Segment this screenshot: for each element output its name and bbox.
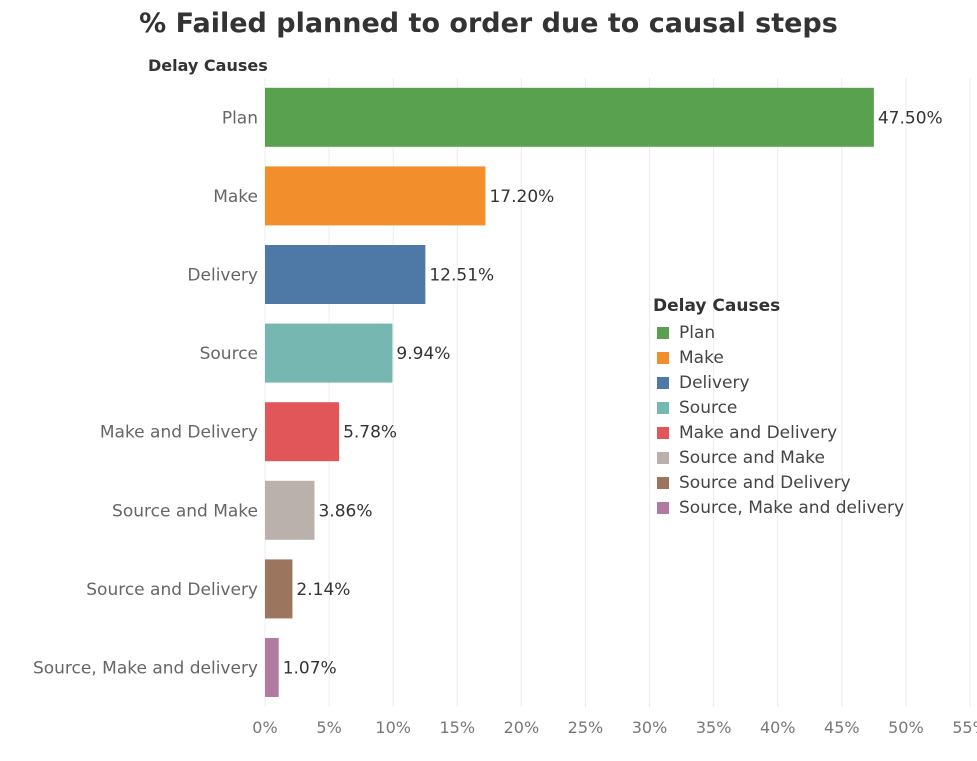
category-label-0: Plan: [222, 108, 258, 128]
x-tick-label-3: 15%: [439, 718, 475, 737]
category-label-5: Source and Make: [112, 501, 258, 521]
legend-item-1: Make: [653, 345, 904, 370]
bar-2: [265, 245, 426, 304]
value-label-4: 5.78%: [343, 423, 397, 443]
legend-item-4: Make and Delivery: [653, 420, 904, 445]
legend-label-0: Plan: [679, 322, 716, 343]
x-tick-label-0: 0%: [252, 718, 277, 737]
bar-4: [265, 402, 340, 462]
bar-7: [265, 638, 279, 697]
value-label-5: 3.86%: [318, 501, 372, 521]
legend-item-2: Delivery: [653, 370, 904, 395]
x-tick-label-5: 25%: [568, 718, 604, 737]
legend-label-2: Delivery: [679, 372, 750, 393]
bar-5: [265, 480, 315, 540]
x-tick-label-8: 40%: [760, 718, 796, 737]
category-label-4: Make and Delivery: [100, 423, 258, 443]
legend-title: Delay Causes: [653, 296, 781, 316]
x-tick-label-2: 10%: [375, 718, 411, 737]
legend-label-3: Source: [679, 397, 738, 418]
x-tick-label-4: 20%: [504, 718, 540, 737]
value-label-1: 17.20%: [489, 187, 554, 207]
bar-3: [265, 323, 393, 383]
legend-swatch-2: [657, 376, 669, 389]
value-label-2: 12.51%: [429, 266, 494, 286]
bar-0: [265, 87, 874, 147]
legend-item-6: Source and Delivery: [653, 470, 904, 495]
legend-label-6: Source and Delivery: [679, 472, 851, 493]
legend-item-0: Plan: [653, 320, 904, 345]
legend-swatch-0: [657, 326, 669, 339]
category-label-7: Source, Make and delivery: [33, 659, 258, 679]
chart-title: % Failed planned to order due to causal …: [139, 8, 838, 39]
value-label-6: 2.14%: [296, 580, 350, 600]
bar-6: [265, 559, 293, 619]
value-label-3: 9.94%: [396, 344, 450, 364]
legend-swatch-4: [657, 426, 669, 439]
legend-items: Plan Make Delivery Source Make and Delivery S…: [653, 320, 904, 520]
legend-swatch-3: [657, 401, 669, 414]
legend-swatch-5: [657, 451, 669, 464]
bar-1: [265, 166, 486, 226]
category-label-1: Make: [213, 187, 258, 207]
y-axis-title: Delay Causes: [148, 56, 268, 75]
category-label-3: Source: [200, 344, 258, 364]
legend-item-5: Source and Make: [653, 445, 904, 470]
legend-item-3: Source: [653, 395, 904, 420]
x-tick-label-11: 55%: [952, 718, 977, 737]
legend-label-5: Source and Make: [679, 447, 825, 468]
legend-label-4: Make and Delivery: [679, 422, 838, 443]
x-tick-label-1: 5%: [316, 718, 341, 737]
category-label-6: Source and Delivery: [86, 580, 258, 600]
category-label-2: Delivery: [187, 266, 258, 286]
legend-swatch-7: [657, 501, 669, 514]
x-tick-label-10: 50%: [888, 718, 924, 737]
x-tick-label-9: 45%: [824, 718, 860, 737]
legend-swatch-1: [657, 351, 669, 364]
legend-label-7: Source, Make and delivery: [679, 497, 905, 518]
legend-label-1: Make: [679, 347, 724, 368]
value-label-7: 1.07%: [283, 659, 337, 679]
x-tick-label-7: 35%: [696, 718, 732, 737]
legend-swatch-6: [657, 476, 669, 489]
legend-item-7: Source, Make and delivery: [653, 495, 904, 520]
x-tick-label-6: 30%: [632, 718, 668, 737]
legend: Delay Causes Plan Make Delivery Source Make …: [653, 296, 904, 520]
value-label-0: 47.50%: [878, 108, 943, 128]
